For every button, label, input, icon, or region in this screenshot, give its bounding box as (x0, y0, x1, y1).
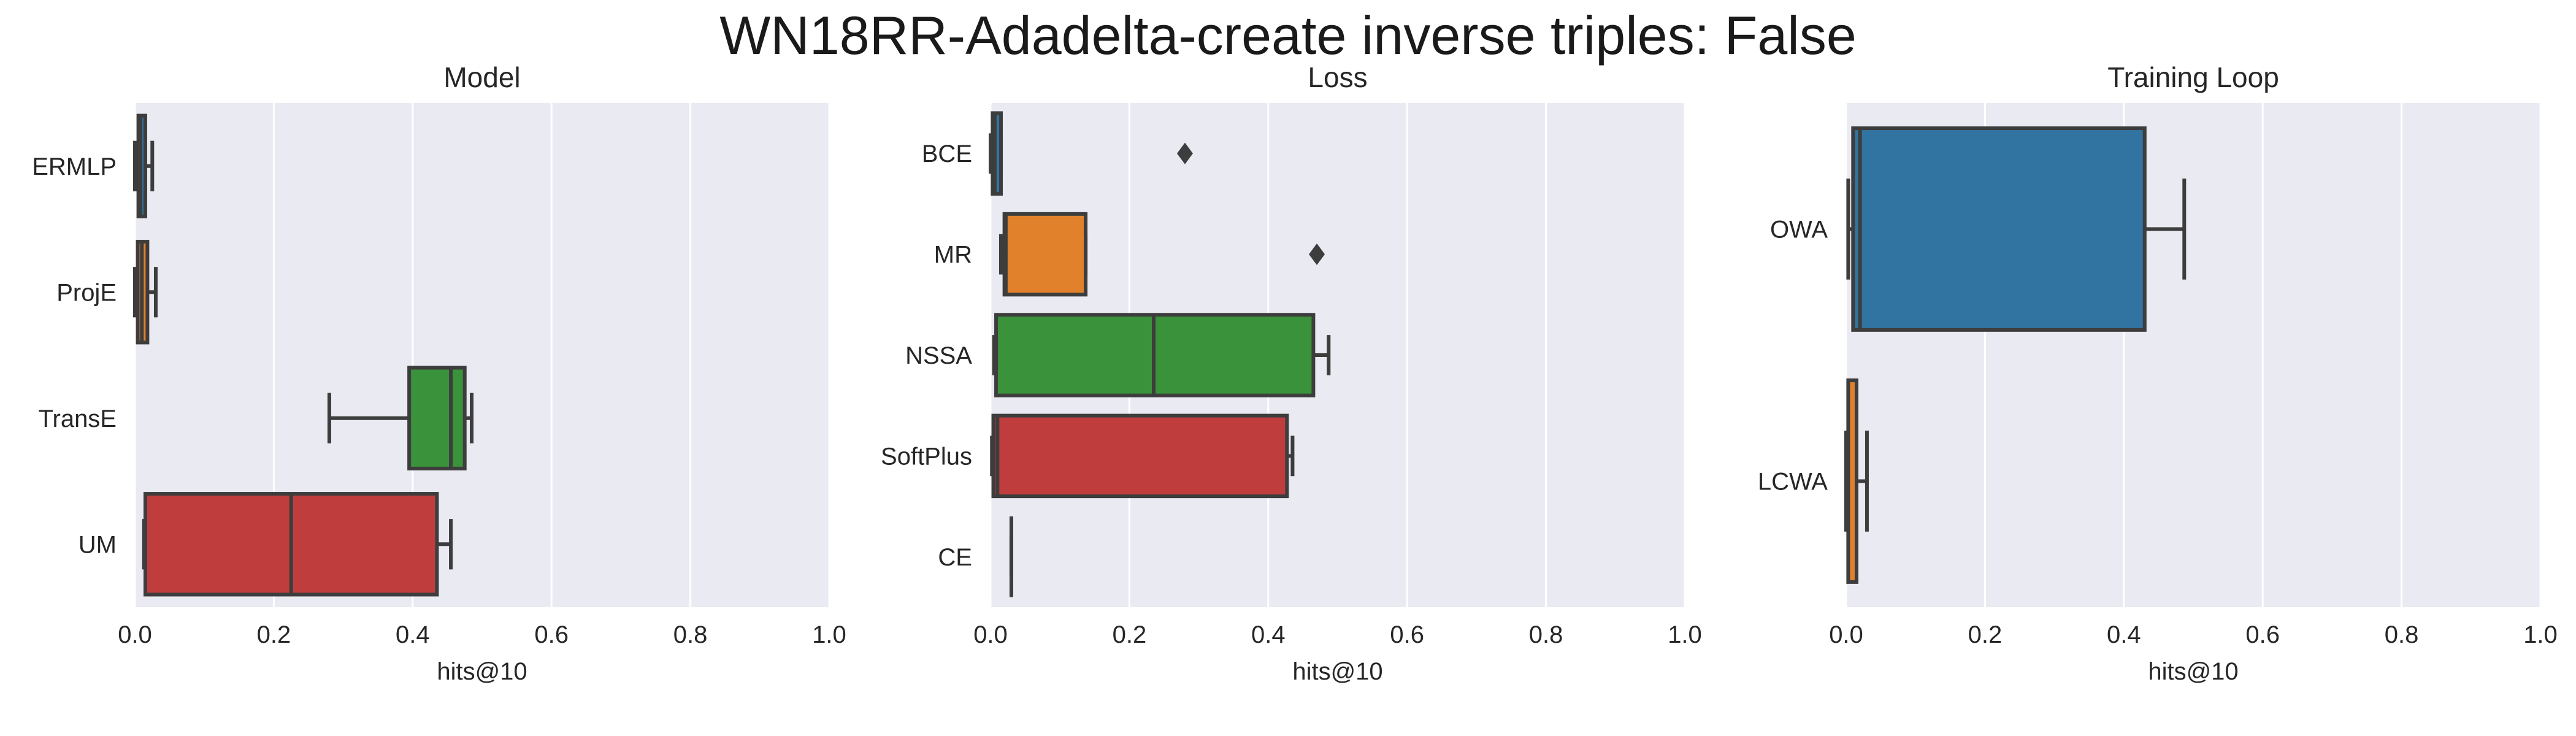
y-tick-label: LCWA (1758, 469, 1828, 496)
panel-title: Training Loop (2107, 61, 2279, 93)
x-tick-label: 1.0 (812, 621, 846, 648)
panel-model: 0.0 0.2 0.4 0.6 0.8 1.0 Model hits@10 ERMLP ProjE… (32, 61, 846, 685)
x-axis-label: hits@10 (437, 658, 527, 685)
y-tick-label: UM (79, 531, 117, 558)
iqr-box (1002, 212, 1088, 297)
figure-title: WN18RR-Adadelta-create inverse triples: … (719, 5, 1857, 66)
x-tick-label: 1.0 (1668, 621, 1702, 648)
y-tick-label: ProjE (56, 279, 117, 306)
y-tick-label: OWA (1770, 217, 1828, 243)
box-softplus: SoftPlus (881, 413, 1295, 499)
outlier-marker (1309, 243, 1325, 266)
x-tick-label: 0.6 (2245, 621, 2280, 648)
x-tick-label: 0.2 (1113, 621, 1147, 648)
x-tick-label: 0.8 (2385, 621, 2419, 648)
x-tick-label: 0.0 (1829, 621, 1863, 648)
x-tick-label: 0.4 (396, 621, 430, 648)
y-tick-label: SoftPlus (881, 443, 972, 470)
iqr-box (1851, 126, 2147, 332)
box-owa: OWA (1770, 126, 2187, 332)
x-tick-label: 0.8 (1529, 621, 1563, 648)
box-um: UM (79, 492, 453, 597)
box-bce: BCE (922, 111, 1193, 196)
x-tick-label: 0.8 (673, 621, 708, 648)
x-tick-label: 0.2 (257, 621, 291, 648)
panel-loss: 0.0 0.2 0.4 0.6 0.8 1.0 Loss hits@10 BCE MR NSSA So… (881, 61, 1702, 685)
outlier-marker (1176, 142, 1193, 164)
box-transe: TransE (39, 366, 474, 470)
box-mr: MR (934, 212, 1325, 297)
iqr-box (407, 366, 467, 470)
x-axis-label: hits@10 (1292, 658, 1382, 685)
box-lcwa: LCWA (1758, 378, 1869, 584)
box-proje: ProjE (56, 240, 158, 345)
iqr-box (991, 413, 1289, 499)
y-tick-label: CE (938, 544, 972, 571)
box-ermlp: ERMLP (32, 113, 155, 218)
box-nssa: NSSA (905, 313, 1331, 397)
y-tick-label: TransE (39, 405, 117, 432)
x-tick-label: 0.0 (118, 621, 152, 648)
x-tick-label: 1.0 (2523, 621, 2558, 648)
y-tick-label: MR (934, 242, 972, 269)
y-tick-label: NSSA (905, 342, 972, 369)
x-tick-label: 0.4 (2107, 621, 2141, 648)
x-tick-label: 0.6 (534, 621, 569, 648)
y-tick-label: BCE (922, 140, 972, 167)
x-tick-label: 0.2 (1968, 621, 2003, 648)
x-tick-label: 0.0 (973, 621, 1008, 648)
panel-title: Loss (1308, 61, 1367, 93)
x-tick-label: 0.6 (1390, 621, 1424, 648)
x-axis-label: hits@10 (2148, 658, 2238, 685)
x-tick-label: 0.4 (1251, 621, 1286, 648)
box-ce: CE (938, 516, 1013, 597)
panel-training-loop: 0.0 0.2 0.4 0.6 0.8 1.0 Training Loop hits@10 OW… (1758, 61, 2558, 685)
y-tick-label: ERMLP (32, 153, 117, 180)
panel-title: Model (443, 61, 520, 93)
